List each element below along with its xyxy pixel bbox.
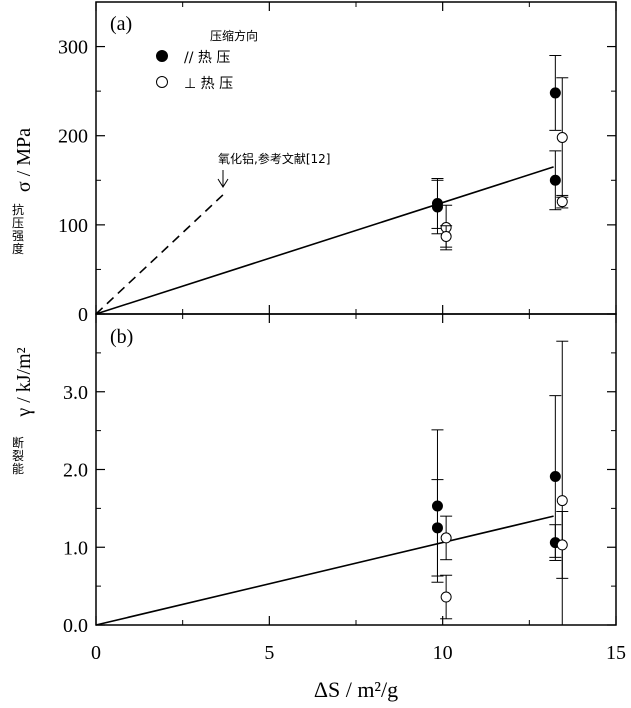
panel-b-point-open [440,532,452,544]
panel-a-label: (a) [110,13,132,35]
panel-a-reference-line [95,193,225,315]
panel-b-point-filled [431,522,443,534]
legend-header: 压缩方向 [210,28,258,43]
panel-a-point-filled [549,174,561,186]
panel-a-ytick-label: 0 [78,304,88,326]
panel-a-plot: 0 100 200 300 [58,2,617,326]
panel-b-frame [95,313,617,626]
x-tick-label: 5 [264,642,274,664]
x-tick-label: 10 [433,642,453,664]
panel-b-ytick-label: 1.0 [63,537,88,559]
x-tick-label: 0 [91,642,101,664]
panel-a-ylabel: σ / MPa [13,128,35,192]
reference-annotation: 氧化铝,参考文献[12] [218,151,330,166]
legend-marker-filled [156,50,168,62]
panel-b-label: (b) [110,326,133,348]
panel-b-ytick-label: 2.0 [63,460,88,482]
annotation-arrow-head [217,178,229,188]
panel-b-point-open [556,495,568,507]
panel-a-frame [95,1,617,315]
panel-a-ytick-label: 200 [58,126,88,148]
panel-a-fit-line [95,166,554,315]
legend-label-parallel: // 热 压 [184,50,230,66]
panel-b-point-open [440,591,452,603]
panel-b-ylabel-cn: 断裂能 [12,435,24,476]
panel-a-ytick-label: 300 [58,37,88,59]
x-axis-title: ΔS / m²/g [314,677,398,702]
panel-a-point-open [440,230,452,242]
panel-b-ylabel: γ / kJ/m² [13,347,35,417]
panel-a-ylabel-cn: 抗压强度 [12,202,24,256]
legend-label-perpendicular: ⊥ 热 压 [184,76,233,92]
panel-a-point-open [556,196,568,208]
panel-b-ytick-label: 0.0 [63,615,88,637]
panel-b-point-filled [549,470,561,482]
x-tick-label: 15 [606,642,626,664]
panel-a-point-open [556,131,568,143]
panel-b-point-open [556,539,568,551]
legend-marker-open [156,76,168,88]
panel-b-fit-line [95,515,554,626]
panel-a-point-filled [549,87,561,99]
panel-b-plot: 0.0 1.0 2.0 3.0 0 5 10 15 [63,314,626,664]
panel-a-point-filled [431,201,443,213]
panel-b-ytick-label: 3.0 [63,382,88,404]
panel-a-ytick-label: 100 [58,215,88,237]
